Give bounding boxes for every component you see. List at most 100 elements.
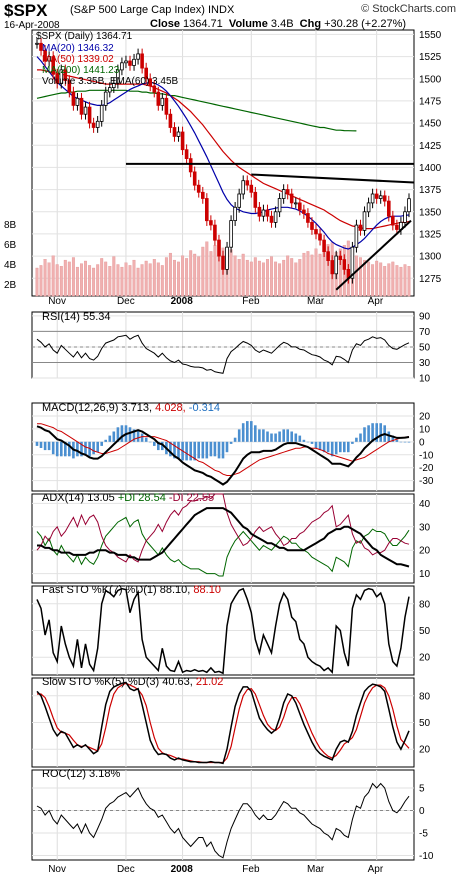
macd-histogram-bar xyxy=(209,441,213,457)
ma200-line xyxy=(36,89,357,132)
price-candle xyxy=(160,97,165,106)
price-ytick-label: 1275 xyxy=(419,274,442,285)
rsi-ytick-label: 50 xyxy=(419,342,431,353)
price-candle xyxy=(79,97,84,115)
macd-histogram-bar xyxy=(64,441,67,457)
macd-histogram-bar xyxy=(35,441,39,446)
price-ytick-label: 1400 xyxy=(419,163,442,174)
volume-bar xyxy=(164,257,168,297)
volume-bar xyxy=(92,267,96,297)
volume-bar xyxy=(282,259,286,297)
rsi-ytick-label: 70 xyxy=(419,327,431,338)
volume-bar xyxy=(213,245,217,297)
price-candle xyxy=(221,255,225,270)
macd-histogram-bar xyxy=(314,441,318,448)
price-candle xyxy=(188,158,193,173)
slow-sto-name: Slow STO %K(5) %D(3) 40.63, xyxy=(42,676,193,688)
price-candle xyxy=(47,56,51,62)
volume-bar xyxy=(84,260,87,297)
macd-histogram-bar xyxy=(363,427,366,442)
price-candle xyxy=(342,259,347,270)
roc-xtick-label: Feb xyxy=(242,864,260,875)
volume-bar xyxy=(354,255,358,297)
volume-bar xyxy=(298,259,302,297)
price-candle xyxy=(116,69,120,84)
macd-histogram-bar xyxy=(339,441,342,453)
volume-bar xyxy=(253,257,257,297)
macd-ytick-label: -30 xyxy=(419,476,434,487)
volume-tick-label: 6B xyxy=(4,240,17,251)
price-candle xyxy=(184,149,189,159)
price-candle xyxy=(67,80,72,93)
macd-histogram-bar xyxy=(100,441,103,446)
macd-histogram-bar xyxy=(403,441,407,443)
price-ytick-label: 1325 xyxy=(419,229,442,240)
roc-xtick-label: 2008 xyxy=(171,864,194,875)
macd-title: MACD(12,26,9) 3.713, 4.028, -0.314 xyxy=(42,402,220,414)
volume-bar xyxy=(241,253,245,297)
macd-histogram-bar xyxy=(278,431,281,442)
fast-sto-name: Fast STO %K(7) %D(1) 88.10, xyxy=(42,584,190,596)
macd-histogram-bar xyxy=(266,431,269,442)
price-candle xyxy=(83,106,88,115)
macd-histogram-bar xyxy=(395,439,399,442)
macd-histogram-bar xyxy=(144,437,148,442)
macd-histogram-bar xyxy=(229,441,233,444)
macd-histogram-bar xyxy=(407,441,411,443)
price-candle xyxy=(285,189,290,195)
volume-bar xyxy=(189,250,193,297)
volume-bar xyxy=(148,263,152,297)
price-ytick-label: 1300 xyxy=(419,252,442,263)
volume-bar xyxy=(80,263,83,297)
price-ytick-label: 1475 xyxy=(419,96,442,107)
macd-signal-line xyxy=(37,423,410,476)
macd-signal-value: 4.028, xyxy=(155,402,186,414)
price-candle xyxy=(382,195,387,202)
macd-histogram-bar xyxy=(205,441,209,459)
price-candle xyxy=(152,85,157,93)
volume-bar xyxy=(177,261,180,297)
volume-legend: Volume 3.35B, EMA(60) 3.45B xyxy=(42,76,179,87)
macd-histogram-bar xyxy=(343,441,346,453)
price-candle xyxy=(403,211,407,223)
fast_sto-ytick-label: 50 xyxy=(419,626,431,637)
roc-line xyxy=(36,782,410,859)
macd-histogram-bar xyxy=(39,441,43,448)
price-candle xyxy=(261,209,266,217)
price-candle xyxy=(75,97,80,106)
volume-bar xyxy=(379,262,383,297)
macd-histogram-bar xyxy=(148,441,152,443)
macd-histogram-bar xyxy=(120,425,124,442)
volume-bar xyxy=(160,265,164,297)
volume-bar xyxy=(237,259,241,297)
stockcharts-logo[interactable]: © StockCharts.com xyxy=(361,3,456,15)
fast-sto-title: Fast STO %K(7) %D(1) 88.10, 88.10 xyxy=(42,584,221,596)
volume-bar xyxy=(249,261,253,297)
macd-histogram-bar xyxy=(322,441,326,453)
price-candle xyxy=(168,113,173,128)
price-candle xyxy=(156,91,161,106)
volume-bar xyxy=(229,249,233,297)
macd-histogram-bar xyxy=(112,431,116,442)
volume-bar xyxy=(39,265,43,297)
price-candle xyxy=(237,193,242,208)
price-xtick-label: Dec xyxy=(117,296,135,307)
adx-ytick-label: 10 xyxy=(419,569,431,580)
price-candle xyxy=(55,73,59,84)
volume-tick-label: 2B xyxy=(4,280,17,291)
price-candle xyxy=(176,131,181,137)
roc-ytick-label: -10 xyxy=(419,851,434,862)
volume-bar xyxy=(51,255,55,297)
macd-ytick-label: 10 xyxy=(419,424,431,435)
price-candle xyxy=(172,127,177,137)
volume-bar xyxy=(100,258,104,297)
slow_sto-ytick-label: 20 xyxy=(419,745,431,756)
slow_sto-ytick-label: 50 xyxy=(419,718,431,729)
volume-bar xyxy=(290,258,294,297)
price-candle xyxy=(99,105,104,122)
chart-date: 16-Apr-2008 xyxy=(4,20,60,31)
macd-histogram-bar xyxy=(298,435,302,442)
macd-histogram-bar xyxy=(250,421,253,442)
volume-bar xyxy=(403,264,407,297)
price-candle xyxy=(136,53,140,60)
